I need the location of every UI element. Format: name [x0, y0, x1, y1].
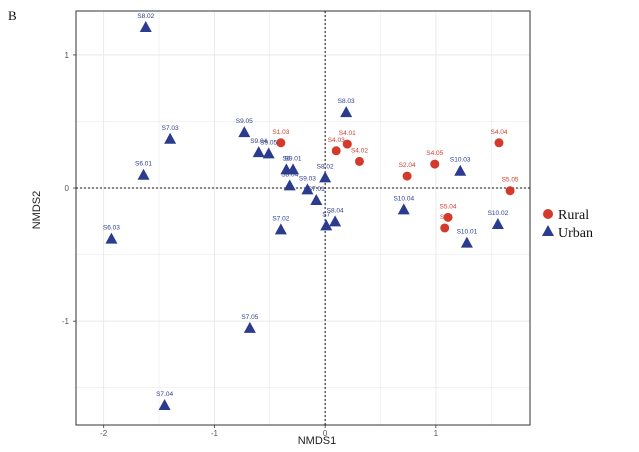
urban-point-label: S8.04: [281, 171, 298, 178]
legend-urban-marker: [542, 225, 554, 236]
urban-point: [329, 215, 342, 227]
rural-point-label: S4.01: [339, 130, 356, 137]
urban-point: [262, 147, 275, 159]
urban-point-label: S10.03: [450, 157, 471, 164]
urban-point: [252, 146, 265, 158]
urban-point: [319, 171, 332, 183]
urban-point: [243, 321, 256, 333]
y-tick-label: -1: [62, 317, 70, 326]
urban-point-label: S7.05: [241, 314, 258, 321]
urban-point-label: S9.04: [250, 138, 267, 145]
urban-point: [158, 399, 171, 411]
urban-point-label: S9.03: [299, 175, 316, 182]
urban-point-label: S6: [282, 155, 290, 162]
urban-point: [280, 163, 293, 175]
urban-point-label: S9.01: [285, 155, 302, 162]
urban-point-label: S7.01: [308, 186, 325, 193]
rural-point-label: S4.05: [426, 150, 443, 157]
legend: Rural Urban: [542, 208, 593, 241]
urban-point: [105, 232, 118, 244]
rural-point-label: S5.04: [440, 203, 457, 210]
rural-point-label: S4.02: [351, 147, 368, 154]
urban-point: [340, 106, 353, 118]
rural-point: [342, 139, 352, 149]
plot-frame: [75, 10, 531, 426]
urban-point: [137, 168, 150, 180]
x-tick-label: -2: [100, 429, 108, 438]
urban-point: [139, 20, 152, 32]
legend-item-urban: Urban: [542, 225, 593, 241]
x-tick-label: 1: [434, 429, 439, 438]
urban-point: [238, 126, 251, 138]
urban-point-label: S7.04: [156, 391, 173, 398]
rural-point: [402, 171, 412, 181]
y-tick-label: 1: [65, 51, 70, 60]
urban-point: [310, 194, 323, 206]
rural-point: [440, 223, 450, 233]
y-axis-title: NMDS2: [31, 191, 43, 230]
rural-point-label: S4.04: [490, 129, 507, 136]
urban-point-label: S8.02: [137, 13, 154, 20]
rural-point: [331, 146, 341, 156]
y-tick-label: 0: [65, 184, 70, 193]
legend-urban-label: Urban: [558, 226, 593, 241]
urban-point-label: S8.02: [317, 163, 334, 170]
urban-point: [283, 179, 296, 191]
urban-point-label: S7: [322, 211, 330, 218]
urban-point-label: S8.03: [338, 98, 355, 105]
legend-rural-label: Rural: [558, 208, 589, 223]
urban-point-label: S9.05: [260, 139, 277, 146]
rural-point-label: S1.03: [272, 129, 289, 136]
urban-point-label: S7.03: [162, 125, 179, 132]
rural-point: [276, 138, 286, 148]
urban-point-label: S6.03: [103, 225, 120, 232]
urban-point-label: S8.04: [327, 207, 344, 214]
urban-point: [397, 203, 410, 215]
rural-point-label: S5.05: [502, 177, 519, 184]
rural-point: [505, 186, 515, 196]
urban-point-label: S10.04: [393, 195, 414, 202]
rural-point-label: S2.04: [399, 162, 416, 169]
urban-point-label: S10.02: [488, 210, 509, 217]
legend-rural-marker: [543, 209, 553, 219]
rural-point: [430, 159, 440, 169]
urban-point: [301, 183, 314, 195]
urban-point: [274, 223, 287, 235]
urban-point-label: S9.05: [236, 118, 253, 125]
rural-point-label: S5.: [440, 214, 450, 221]
urban-point-label: S6.01: [135, 161, 152, 168]
x-axis-title: NMDS1: [298, 435, 337, 447]
rural-point: [354, 156, 364, 166]
x-tick-label: -1: [211, 429, 219, 438]
urban-point-label: S10.01: [457, 229, 478, 236]
urban-point: [164, 132, 177, 144]
rural-point: [443, 212, 453, 222]
rural-point-label: S4.03: [328, 137, 345, 144]
urban-point-label: S7.02: [272, 215, 289, 222]
urban-point: [454, 164, 467, 176]
rural-point: [494, 138, 504, 148]
urban-point: [460, 236, 473, 248]
legend-item-rural: Rural: [543, 208, 589, 223]
urban-point: [320, 219, 333, 231]
x-tick-label: 0: [323, 429, 328, 438]
urban-point: [491, 217, 504, 229]
panel-letter: B: [8, 8, 17, 23]
